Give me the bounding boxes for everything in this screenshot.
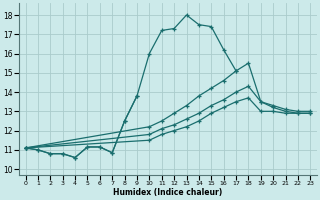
X-axis label: Humidex (Indice chaleur): Humidex (Indice chaleur) [113,188,223,197]
